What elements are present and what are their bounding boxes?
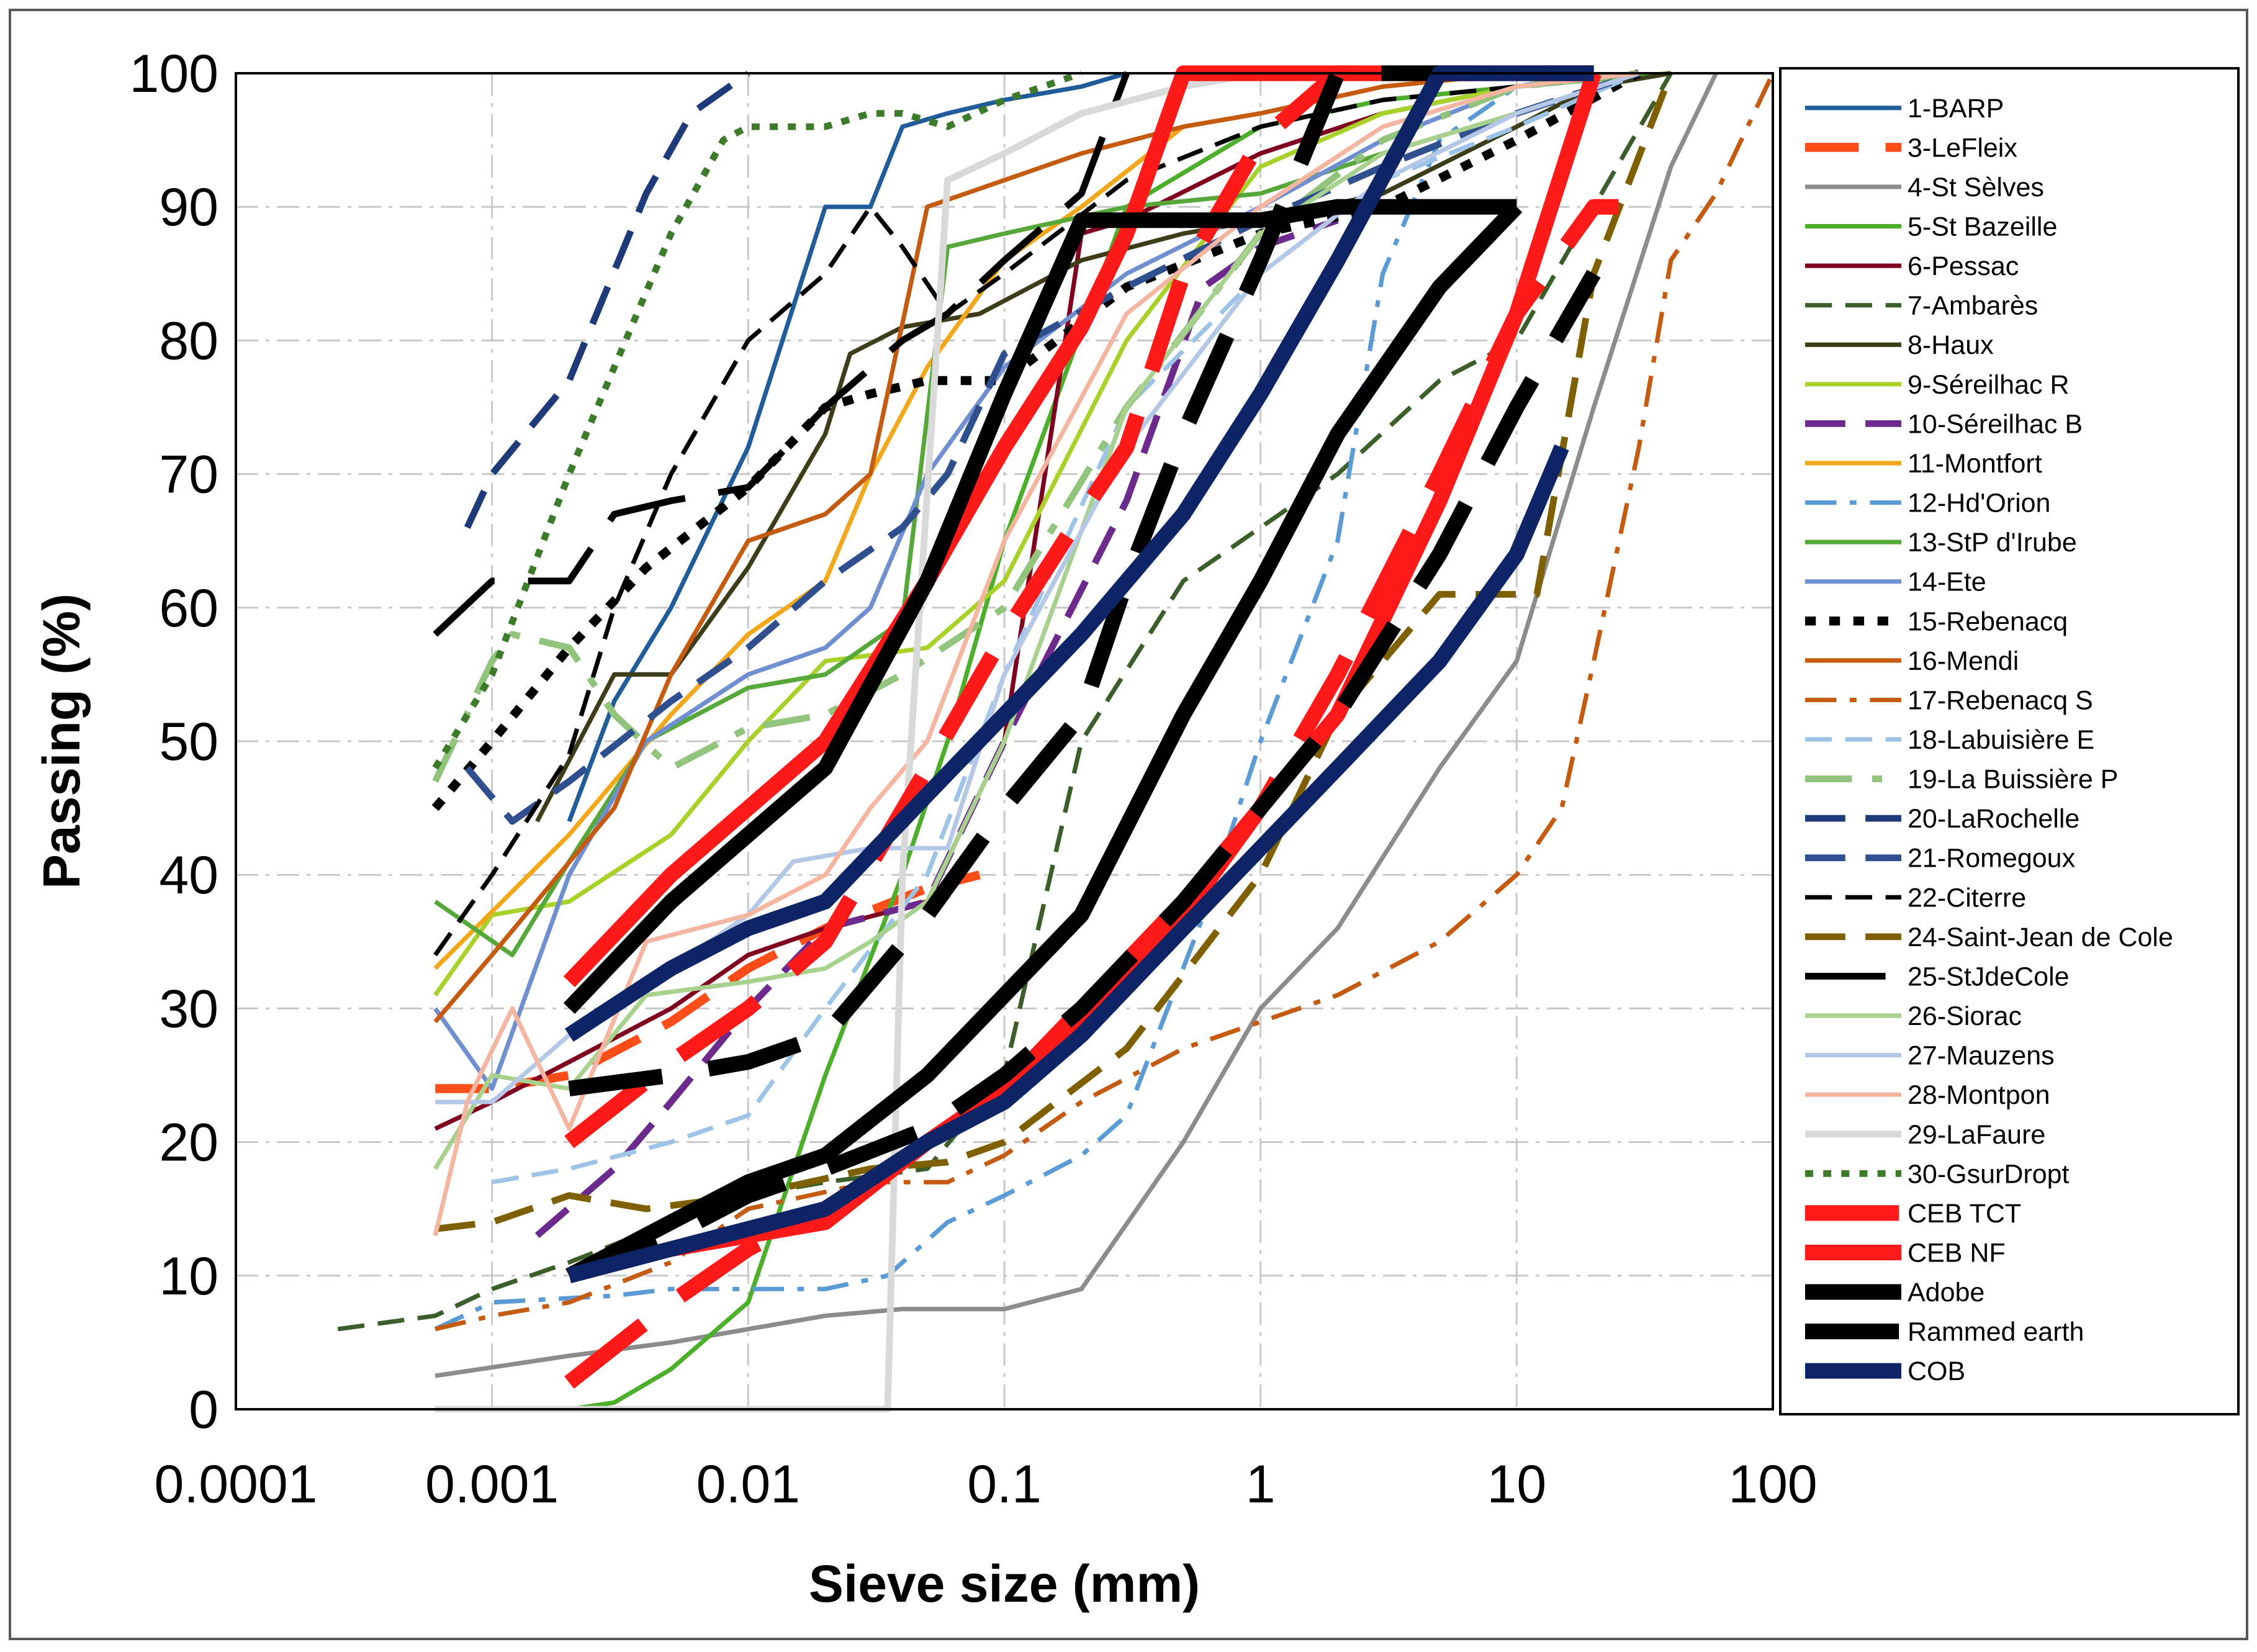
legend-label: 10-Séreilhac B [1908, 409, 2083, 439]
legend-label: CEB TCT [1908, 1199, 2021, 1229]
series-line-17 [492, 71, 1640, 1185]
legend-label: 20-LaRochelle [1908, 804, 2079, 834]
legend: 1-BARP 3-LeFleix 4-St Sèlves 5-St Bazeille 6… [1779, 67, 2240, 1415]
series-line-8 [433, 71, 1639, 996]
series-line-33 [567, 444, 1569, 1283]
x-tick-label: 1 [1246, 1455, 1276, 1514]
outer-frame [9, 9, 2248, 1640]
series-line-13 [433, 71, 1639, 1091]
legend-label: 19-La Buissière P [1908, 765, 2118, 795]
legend-label: COB [1908, 1356, 1965, 1386]
legend-label: 22-Citerre [1908, 883, 2026, 913]
y-tick-label: 50 [159, 712, 218, 772]
series-line-20 [464, 70, 1640, 825]
legend-label: 3-LeFleix [1908, 133, 2017, 163]
legend-label: 5-St Bazeille [1908, 212, 2057, 242]
series-line-31-upper [563, 199, 1517, 1014]
tick-labels: 0 10 20 30 40 50 60 70 80 90 100 0.0001 0.001 0.01 0.1… [130, 44, 1818, 1514]
series-line-31 [565, 201, 1523, 1283]
legend-label: 8-Haux [1908, 330, 1994, 360]
y-tick-label: 60 [159, 579, 218, 638]
y-tick-label: 30 [159, 979, 218, 1039]
y-tick-label: 100 [130, 44, 219, 104]
legend-label: 29-LaFaure [1908, 1120, 2045, 1150]
series-line-19 [464, 70, 750, 529]
legend-label: 11-Montfort [1908, 449, 2042, 479]
legend-label: 28-Montpon [1908, 1080, 2050, 1110]
legend-label: 12-Hd'Orion [1908, 489, 2050, 518]
y-tick-label: 10 [159, 1247, 218, 1306]
legend-label: 25-StJdeCole [1908, 962, 2070, 991]
legend-label: 6-Pessac [1908, 251, 2019, 281]
legend-label: 26-Siorac [1908, 1001, 2022, 1031]
legend-label: Rammed earth [1908, 1317, 2084, 1347]
legend-label: 4-St Sèlves [1908, 173, 2044, 202]
x-tick-label: 0.0001 [154, 1455, 317, 1514]
series-line-9 [534, 217, 1339, 1239]
legend-label: CEB NF [1908, 1238, 2006, 1268]
legend-label: Adobe [1908, 1278, 1984, 1307]
legend-label: 13-StP d'Irube [1908, 528, 2077, 557]
legend-label: 24-Saint-Jean de Cole [1908, 923, 2173, 952]
legend-label: 21-Romegoux [1908, 844, 2076, 873]
legend-label: 30-GsurDropt [1908, 1159, 2070, 1189]
legend-label: 27-Mauzens [1908, 1041, 2055, 1071]
series-line-26 [433, 71, 1639, 1237]
series-line-14 [431, 69, 1641, 811]
y-tick-label: 40 [159, 846, 218, 905]
series-line-32 [566, 269, 1601, 1283]
x-tick-label: 100 [1728, 1455, 1818, 1514]
series-lines [337, 65, 1775, 1413]
series-line-1 [567, 71, 1127, 823]
x-tick-label: 10 [1487, 1455, 1546, 1514]
legend-label: 15-Rebenacq [1908, 607, 2068, 636]
y-axis-title: Passing (%) [32, 594, 91, 889]
legend-label: 18-Labuisière E [1908, 725, 2094, 755]
legend-label: 17-Rebenacq S [1908, 685, 2093, 715]
y-tick-label: 90 [159, 178, 218, 237]
y-tick-label: 20 [159, 1113, 218, 1173]
x-tick-label: 0.1 [967, 1455, 1042, 1514]
series-line-21 [433, 71, 1639, 957]
legend-label: 14-Ete [1908, 567, 1986, 597]
legend-label: 7-Ambarès [1908, 291, 2038, 321]
series-line-12 [434, 71, 1640, 957]
y-tick-label: 70 [159, 445, 218, 505]
y-tick-label: 80 [159, 311, 218, 371]
x-tick-label: 0.001 [425, 1455, 559, 1514]
legend-label: 16-Mendi [1908, 646, 2019, 676]
plot-frame [235, 72, 1774, 1411]
legend-label: 1-BARP [1908, 94, 2004, 124]
series-line-28 [432, 70, 1083, 770]
series-line-7 [535, 71, 1672, 823]
x-tick-label: 0.01 [696, 1455, 800, 1514]
legend-label: 9-Séreilhac R [1908, 370, 2070, 400]
series-line-23 [433, 72, 1130, 637]
y-tick-label: 0 [189, 1380, 218, 1440]
x-axis-title: Sieve size (mm) [809, 1555, 1200, 1613]
